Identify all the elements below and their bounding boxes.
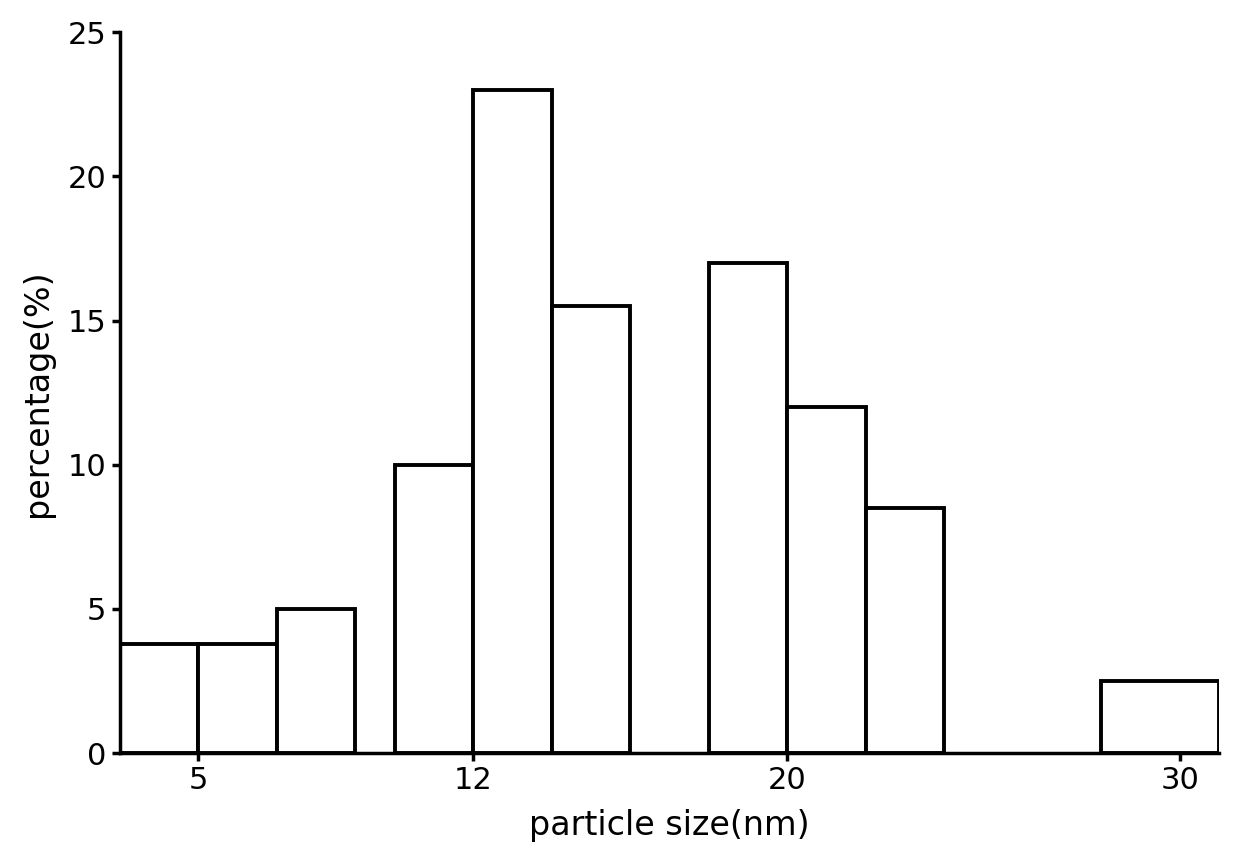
FancyBboxPatch shape [198,644,277,753]
FancyBboxPatch shape [709,263,787,753]
X-axis label: particle size(nm): particle size(nm) [529,809,810,842]
FancyBboxPatch shape [277,609,356,753]
FancyBboxPatch shape [866,508,945,753]
FancyBboxPatch shape [787,407,866,753]
FancyBboxPatch shape [120,644,198,753]
Y-axis label: percentage(%): percentage(%) [21,269,53,517]
FancyBboxPatch shape [1101,681,1219,753]
FancyBboxPatch shape [474,90,552,753]
FancyBboxPatch shape [552,306,630,753]
FancyBboxPatch shape [394,465,474,753]
